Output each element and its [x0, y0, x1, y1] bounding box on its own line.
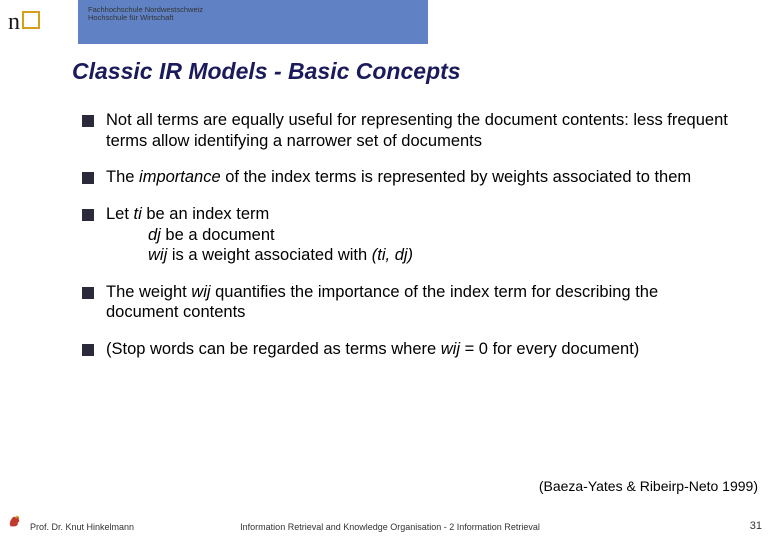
institution-logo: n	[8, 6, 48, 38]
bullet-5-text: (Stop words can be regarded as terms whe…	[106, 339, 732, 360]
slide-title: Classic IR Models - Basic Concepts	[72, 58, 461, 85]
bullet-4: The weight wij quantifies the importance…	[82, 282, 732, 323]
bullet-2: The importance of the index terms is rep…	[82, 167, 732, 188]
bullet-square-icon	[82, 287, 94, 299]
bullet-1-text: Not all terms are equally useful for rep…	[106, 110, 732, 151]
bullet-3-line-a: Let ti be an index term	[106, 204, 732, 225]
bullet-2-text: The importance of the index terms is rep…	[106, 167, 732, 188]
bullet-1: Not all terms are equally useful for rep…	[82, 110, 732, 151]
institution-line2: Hochschule für Wirtschaft	[88, 14, 203, 22]
bullet-3-line-c: wij is a weight associated with (ti, dj)	[106, 245, 732, 266]
footer-page-number: 31	[750, 520, 762, 532]
bullet-square-icon	[82, 172, 94, 184]
logo-box-icon	[22, 11, 40, 29]
slide-footer: Prof. Dr. Knut Hinkelmann Information Re…	[0, 514, 780, 534]
institution-name: Fachhochschule Nordwestschweiz Hochschul…	[88, 6, 203, 23]
rooster-icon	[6, 512, 24, 530]
bullet-3: Let ti be an index term dj be a document…	[82, 204, 732, 266]
footer-author: Prof. Dr. Knut Hinkelmann	[30, 522, 134, 532]
footer-course: Information Retrieval and Knowledge Orga…	[240, 522, 540, 532]
bullet-square-icon	[82, 344, 94, 356]
bullet-5: (Stop words can be regarded as terms whe…	[82, 339, 732, 360]
bullet-square-icon	[82, 115, 94, 127]
bullet-square-icon	[82, 209, 94, 221]
slide-content: Not all terms are equally useful for rep…	[82, 110, 732, 360]
citation: (Baeza-Yates & Ribeirp-Neto 1999)	[539, 478, 758, 494]
bullet-4-text: The weight wij quantifies the importance…	[106, 282, 732, 323]
logo-letter-n: n	[8, 9, 20, 36]
bullet-3-line-b: dj be a document	[106, 225, 732, 246]
logo-mark: n	[8, 6, 48, 38]
bullet-3-text: Let ti be an index term dj be a document…	[106, 204, 732, 266]
